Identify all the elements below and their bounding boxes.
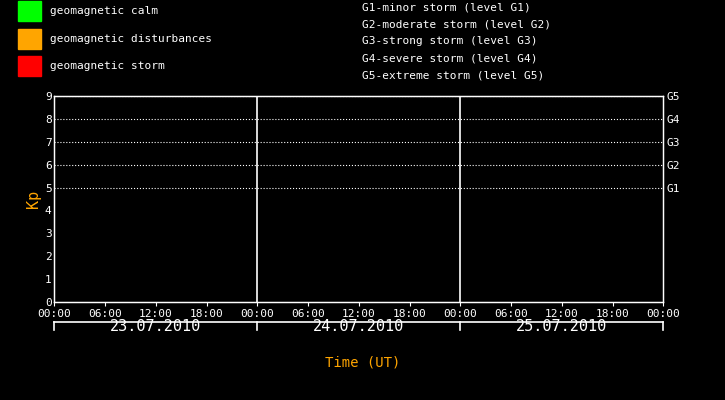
Text: geomagnetic disturbances: geomagnetic disturbances [50,34,212,44]
Text: G4-severe storm (level G4): G4-severe storm (level G4) [362,54,538,64]
Text: Time (UT): Time (UT) [325,355,400,369]
Text: geomagnetic calm: geomagnetic calm [50,6,158,16]
Bar [18,56,41,76]
Text: G1-minor storm (level G1): G1-minor storm (level G1) [362,2,531,12]
Text: 25.07.2010: 25.07.2010 [516,319,608,334]
Text: 23.07.2010: 23.07.2010 [110,319,202,334]
Text: G2-moderate storm (level G2): G2-moderate storm (level G2) [362,19,552,29]
Text: G5-extreme storm (level G5): G5-extreme storm (level G5) [362,70,544,80]
Bar [18,1,41,21]
Text: geomagnetic storm: geomagnetic storm [50,61,165,71]
Y-axis label: Kp: Kp [25,190,41,208]
Text: 24.07.2010: 24.07.2010 [313,319,405,334]
Bar [18,28,41,49]
Text: G3-strong storm (level G3): G3-strong storm (level G3) [362,36,538,46]
